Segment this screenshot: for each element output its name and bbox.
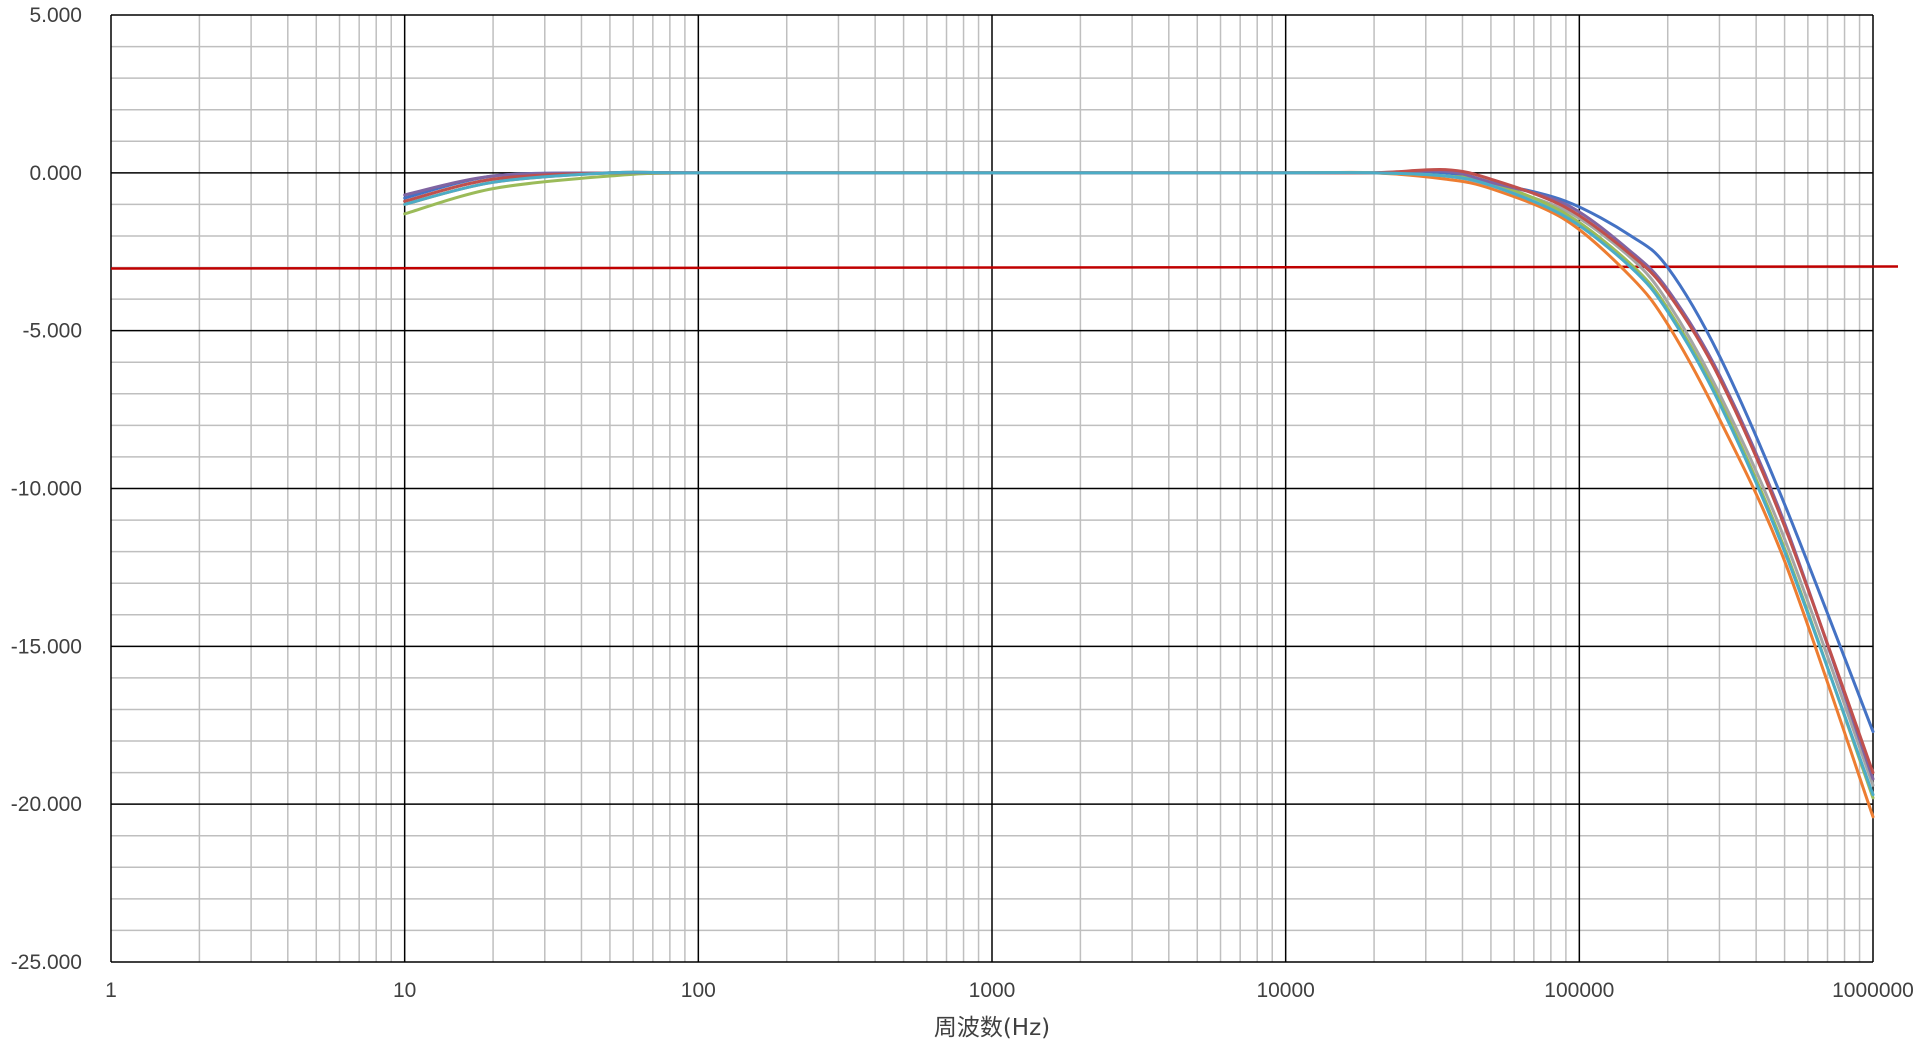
y-tick-label: -10.000	[11, 478, 82, 501]
series-layer	[403, 168, 1875, 819]
x-tick-label: 10000	[1256, 979, 1314, 1002]
x-tick-label: 10	[393, 979, 416, 1002]
series-line-7	[403, 170, 1875, 797]
series-line-3	[403, 170, 1875, 787]
series-line-1	[403, 170, 1875, 734]
y-tick-label: -5.000	[22, 320, 82, 343]
y-tick-label: 0.000	[29, 162, 82, 185]
x-axis-title: 周波数(Hz)	[934, 1015, 1050, 1041]
x-tick-label: 100000	[1544, 979, 1614, 1002]
x-tick-label: 1	[105, 979, 117, 1002]
y-tick-label: -15.000	[11, 635, 82, 658]
y-tick-label: -25.000	[11, 951, 82, 974]
reference-line-layer	[110, 265, 1899, 270]
x-axis-tick-labels: 1 10 100 1000 10000 100000 1000000	[105, 979, 1914, 1002]
major-gridlines	[110, 14, 1874, 963]
x-tick-label: 100	[681, 979, 716, 1002]
reference-line-minus-3db	[110, 265, 1899, 270]
y-axis-tick-labels: 5.000 0.000 -5.000 -10.000 -15.000 -20.000 -25…	[11, 4, 82, 974]
y-tick-label: 5.000	[29, 4, 82, 27]
x-tick-label: 1000	[969, 979, 1016, 1002]
series-line-6	[403, 168, 1875, 775]
y-tick-label: -20.000	[11, 793, 82, 816]
series-line-5	[403, 169, 1875, 781]
x-tick-label: 1000000	[1832, 979, 1914, 1002]
